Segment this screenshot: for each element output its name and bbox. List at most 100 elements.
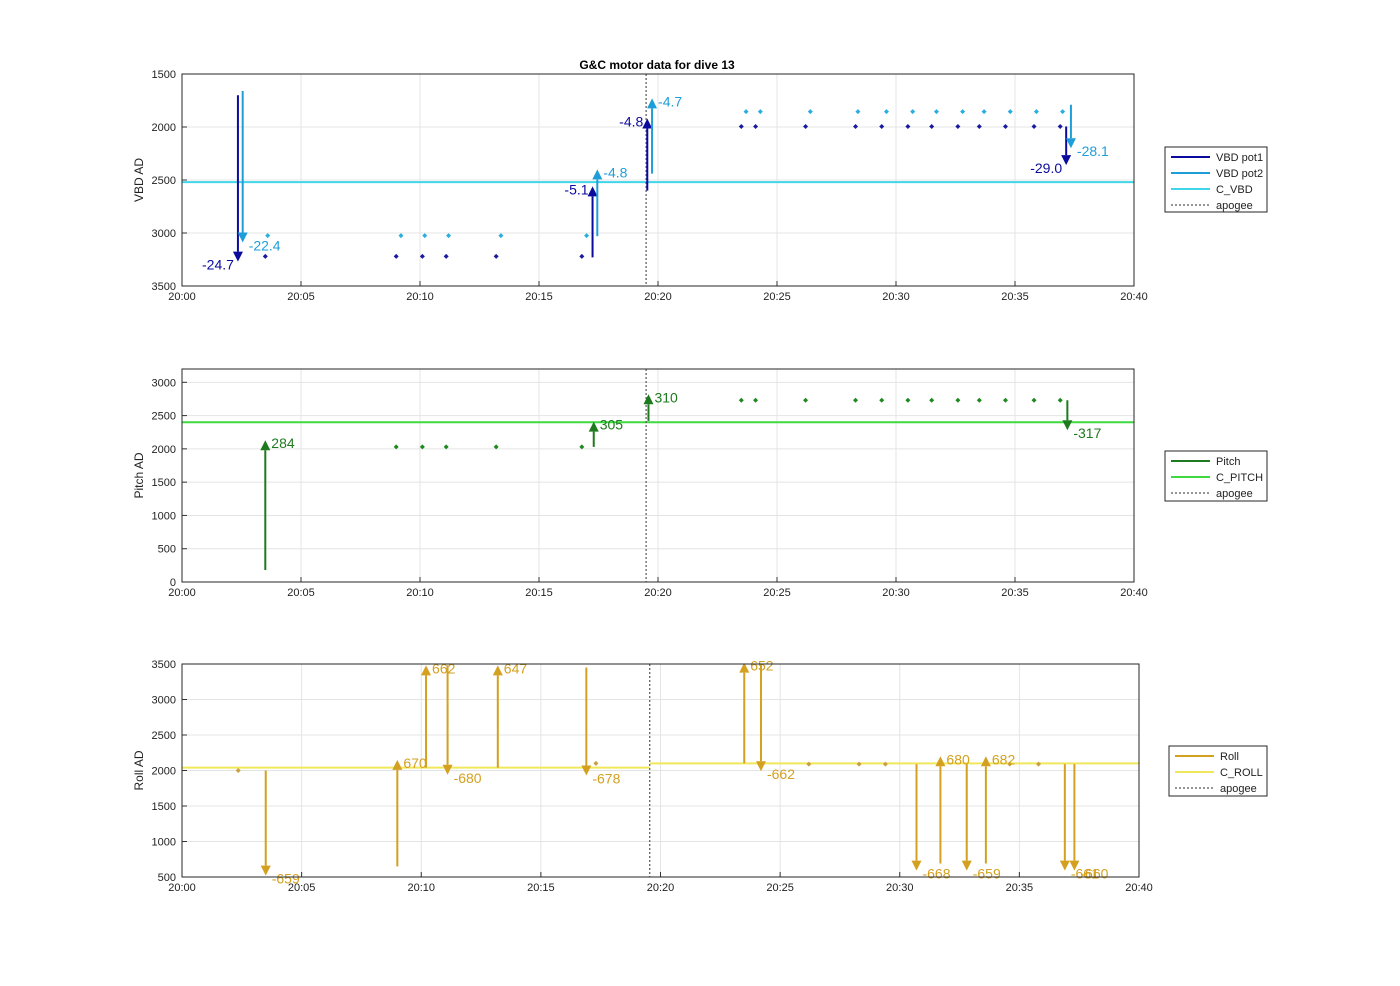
arrow-head (647, 98, 658, 109)
data-point (807, 109, 813, 115)
data-point (905, 123, 911, 129)
data-point (419, 253, 425, 259)
x-tick-label: 20:05 (287, 587, 315, 599)
arrow-head (755, 761, 766, 772)
data-point (265, 233, 271, 239)
data-point (579, 444, 585, 450)
axes-box (181, 368, 1135, 583)
x-tick-label: 20:30 (886, 882, 914, 894)
data-point (1057, 123, 1063, 129)
x-tick-label: 20:00 (168, 882, 196, 894)
data-point (443, 253, 449, 259)
data-point (960, 109, 966, 115)
data-point (498, 233, 504, 239)
x-tick-label: 20:35 (1006, 882, 1034, 894)
arrow-head (592, 169, 603, 180)
arrow-head (260, 440, 271, 451)
y-tick-label: 2500 (152, 175, 176, 187)
legend-label: Roll (1220, 751, 1239, 763)
chart-panel-1: 20:00 20:05 20:10 20:15 20:20 20:25 20:30 20:35… (132, 69, 1268, 303)
x-tick-label: 20:20 (644, 587, 672, 599)
data-point (853, 123, 859, 129)
arrow-head (260, 865, 271, 876)
arrow-label: 647 (504, 660, 528, 676)
arrow-head (1065, 138, 1076, 149)
arrow-head (237, 232, 248, 243)
x-tick-label: 20:15 (525, 587, 553, 599)
data-point (955, 397, 961, 403)
axes-box (181, 663, 1140, 878)
y-tick-label: 3000 (152, 228, 176, 240)
arrow-label: -661 (1071, 866, 1099, 882)
y-axis-label: Roll AD (132, 750, 146, 790)
arrow-label: -4.8 (619, 114, 643, 130)
chart-panel-2: 20:00 20:05 20:10 20:15 20:20 20:25 20:30 20:35… (132, 368, 1268, 599)
arrow-head (935, 756, 946, 767)
y-tick-label: 1500 (152, 69, 176, 81)
data-point (976, 397, 982, 403)
x-tick-label: 20:30 (882, 291, 910, 303)
arrow-label: -22.4 (249, 238, 281, 254)
data-point (853, 397, 859, 403)
y-tick-label: 500 (158, 544, 176, 556)
data-point (738, 397, 744, 403)
arrow-head (588, 421, 599, 432)
x-tick-label: 20:15 (527, 882, 555, 894)
y-tick-label: 1000 (152, 837, 176, 849)
arrow-label: 662 (432, 660, 456, 676)
arrow-head (581, 765, 592, 776)
arrow-label: 680 (946, 751, 970, 767)
x-tick-label: 20:00 (168, 587, 196, 599)
data-point (929, 123, 935, 129)
x-tick-label: 20:35 (1001, 587, 1029, 599)
legend-label: Pitch (1216, 456, 1240, 468)
arrow-head (392, 759, 403, 770)
arrow-label: 284 (271, 435, 295, 451)
y-tick-label: 2500 (152, 730, 176, 742)
data-point (806, 761, 812, 767)
axes-box (181, 73, 1135, 287)
y-tick-label: 3000 (152, 695, 176, 707)
legend-label: VBD pot2 (1216, 168, 1263, 180)
arrow-label: -659 (272, 871, 300, 887)
data-point (879, 397, 885, 403)
data-point (1036, 761, 1042, 767)
arrow-label: -29.0 (1030, 160, 1062, 176)
data-point (422, 233, 428, 239)
data-point (446, 233, 452, 239)
arrow-head (1069, 860, 1080, 871)
data-point (1057, 397, 1063, 403)
y-tick-label: 2500 (152, 411, 176, 423)
arrow-label: -5.1 (564, 181, 588, 197)
arrow-label: -678 (592, 770, 620, 786)
data-point (856, 761, 862, 767)
data-point (1033, 109, 1039, 115)
y-tick-label: 1500 (152, 801, 176, 813)
data-point (1031, 397, 1037, 403)
data-point (753, 123, 759, 129)
arrow-label: 682 (992, 751, 1016, 767)
data-point (262, 253, 268, 259)
y-tick-label: 0 (170, 577, 176, 589)
legend-label: C_ROLL (1220, 767, 1263, 779)
x-tick-label: 20:05 (288, 882, 316, 894)
data-point (803, 123, 809, 129)
y-tick-label: 2000 (152, 122, 176, 134)
y-tick-label: 1000 (152, 510, 176, 522)
y-tick-label: 2000 (152, 766, 176, 778)
arrow-label: -4.8 (603, 164, 627, 180)
x-tick-label: 20:25 (763, 291, 791, 303)
x-tick-label: 20:15 (525, 291, 553, 303)
plot-content (182, 369, 1134, 582)
arrow-head (1061, 155, 1072, 166)
plot-content (182, 74, 1134, 286)
data-point (879, 123, 885, 129)
data-point (883, 109, 889, 115)
y-tick-label: 1500 (152, 477, 176, 489)
data-point (981, 109, 987, 115)
arrow-head (492, 665, 503, 676)
data-point (933, 109, 939, 115)
